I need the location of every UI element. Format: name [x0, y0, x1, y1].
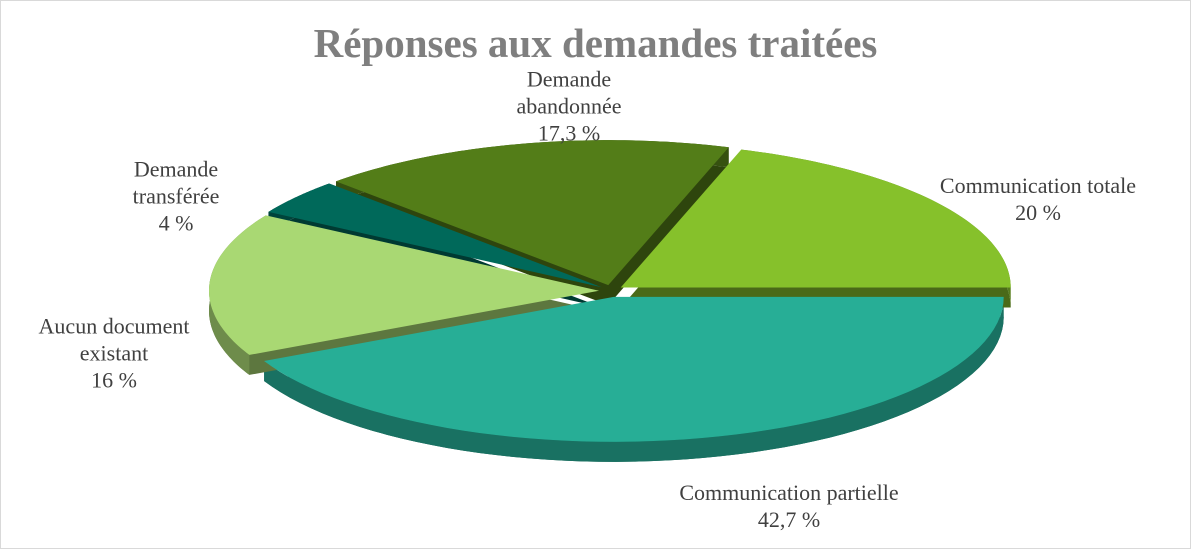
value-label: 4 %: [158, 210, 194, 236]
slice: [264, 296, 1004, 442]
category-label: Communication totale: [939, 173, 1137, 198]
category-label: Communication partielle: [679, 480, 899, 505]
value-label: 42,7 %: [757, 507, 821, 532]
data-label: Demande transférée 4 %: [111, 156, 241, 237]
chart-title: Réponses aux demandes traitées: [313, 20, 878, 66]
data-label: Communication totale 20 %: [938, 172, 1138, 226]
value-label: 20 %: [1015, 200, 1061, 225]
value-label: 17,3 %: [537, 120, 601, 146]
slice-side: [264, 296, 1004, 462]
data-label: Aucun document existant 16 %: [9, 313, 219, 394]
slice: [268, 183, 602, 288]
slice: [335, 140, 729, 286]
slice: [620, 149, 1011, 288]
category-label: Demande abandonnée: [516, 66, 622, 119]
data-label: Demande abandonnée 17,3 %: [489, 66, 649, 147]
data-label: Communication partielle 42,7 %: [579, 479, 999, 533]
value-label: 16 %: [91, 367, 137, 393]
category-label: Aucun document existant: [38, 313, 190, 366]
category-label: Demande transférée: [132, 156, 220, 209]
slice: [209, 215, 600, 355]
